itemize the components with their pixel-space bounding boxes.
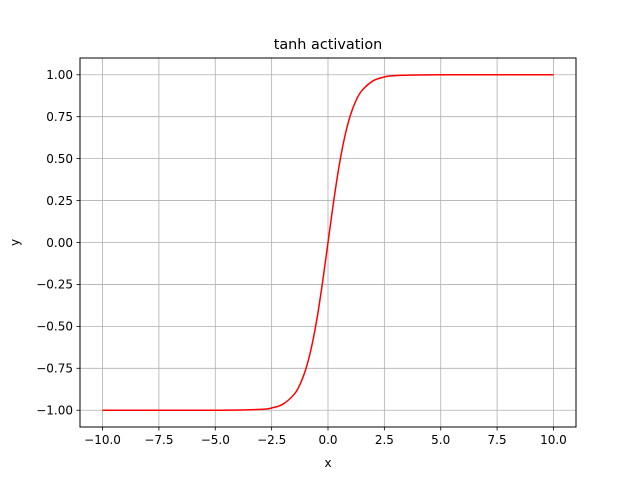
y-tick-label: 0.50 xyxy=(46,152,73,166)
y-tick-label: −1.00 xyxy=(36,404,73,418)
y-tick-label: −0.25 xyxy=(36,278,73,292)
x-tick-label: −7.5 xyxy=(144,433,173,447)
x-tick-label: −5.0 xyxy=(201,433,230,447)
chart-title: tanh activation xyxy=(274,37,383,53)
y-tick-label: 0.00 xyxy=(46,236,73,250)
plot-lines xyxy=(102,73,554,412)
x-tick-label: 5.0 xyxy=(431,433,450,447)
x-tick-label: 0.0 xyxy=(318,433,337,447)
y-tick-label: 0.75 xyxy=(46,110,73,124)
x-tick-label: 10.0 xyxy=(540,433,567,447)
y-tick-label: −0.50 xyxy=(36,320,73,334)
x-tick-label: 7.5 xyxy=(488,433,507,447)
y-tick-label: −0.75 xyxy=(36,362,73,376)
y-tick-label: 1.00 xyxy=(46,68,73,82)
x-tick-label: −10.0 xyxy=(84,433,121,447)
y-axis-label: y xyxy=(8,239,22,246)
y-tick-label: 0.25 xyxy=(46,194,73,208)
ticks: −10.0 −7.5 −5.0 −2.5 0.0 2.5 5.0 7.5 10.0 −1.00 −0… xyxy=(36,68,567,447)
x-tick-label: 2.5 xyxy=(375,433,394,447)
x-tick-label: −2.5 xyxy=(257,433,286,447)
series-line-tanh xyxy=(102,73,554,412)
x-axis-label: x xyxy=(324,456,331,470)
